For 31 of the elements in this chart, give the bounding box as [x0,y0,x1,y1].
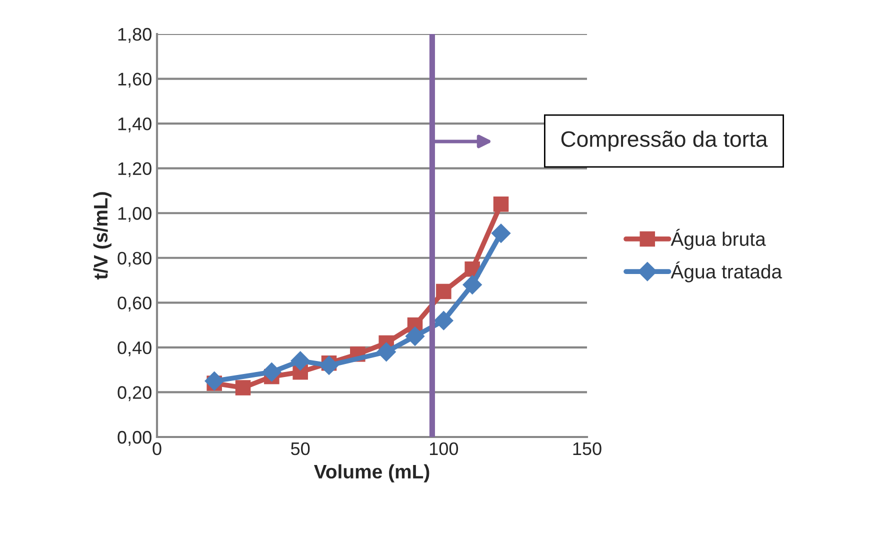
y-tick-label: 1,60 [118,72,152,88]
y-tick-label: 0,80 [118,252,152,267]
x-axis-title: Volume (mL) [314,464,430,482]
point [434,310,454,330]
legend-label: Água bruta [670,228,766,250]
point [491,223,511,244]
point [376,342,396,362]
point [262,362,282,382]
annotation: Compressão da torta [561,130,768,152]
point [290,351,310,371]
point [462,274,482,295]
y-tick-label: 1,80 [118,28,152,43]
point [493,196,509,212]
y-axis-title: t/V (s/mL) [93,192,112,280]
y-tick-label: 0,00 [118,430,152,446]
x-tick-label: 50 [291,442,310,456]
point [405,326,425,346]
y-tick-label: 1,40 [118,117,152,132]
point [436,284,452,300]
x-tick-label: 0 [152,442,162,456]
x-tick-label: 100 [430,442,458,456]
y-tick-label: 1,00 [118,207,152,222]
point [235,380,251,396]
y-tick-label: 0,20 [118,386,152,402]
y-tick-label: 1,20 [118,162,152,178]
y-tick-label: 0,40 [118,341,152,356]
point [204,371,224,391]
y-tick-label: 0,60 [118,296,152,312]
legend-label: Água tratada [670,261,782,282]
point [319,356,339,376]
x-tick-label: 150 [573,442,602,456]
